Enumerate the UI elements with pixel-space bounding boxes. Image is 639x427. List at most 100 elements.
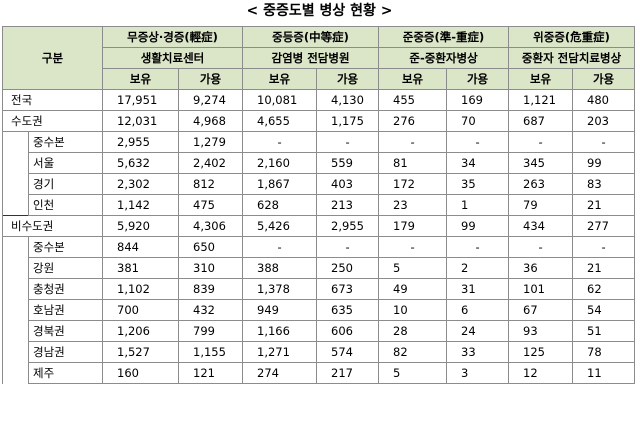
row-indent bbox=[2, 257, 29, 279]
table-cell: 1,142 bbox=[102, 194, 180, 216]
table-cell: 434 bbox=[508, 215, 574, 237]
table-cell: 1,175 bbox=[316, 110, 380, 132]
row-indent bbox=[2, 341, 29, 363]
row-indent bbox=[2, 131, 29, 153]
table-row: 경기 2,302 812 1,867 403 172 35 263 83 bbox=[2, 173, 636, 195]
header-facility-name: 생활치료센터 bbox=[102, 47, 244, 69]
table-cell: 10 bbox=[378, 299, 448, 321]
table-cell: 2 bbox=[446, 257, 510, 279]
table-cell: 81 bbox=[378, 152, 448, 174]
header-facility-name: 중환자 전담치료병상 bbox=[508, 47, 636, 69]
table-row: 비수도권 5,920 4,306 5,426 2,955 179 99 434 277 bbox=[1, 215, 636, 237]
table-cell: 4,655 bbox=[242, 110, 318, 132]
table-cell: - bbox=[572, 236, 636, 258]
table-cell: 388 bbox=[242, 257, 318, 279]
table-cell: - bbox=[508, 131, 574, 153]
table-cell: 33 bbox=[446, 341, 510, 363]
table-cell: 250 bbox=[316, 257, 380, 279]
table-cell: 1,166 bbox=[242, 320, 318, 342]
table-cell: 1 bbox=[446, 194, 510, 216]
table-cell: 4,968 bbox=[178, 110, 244, 132]
table-cell: 10,081 bbox=[242, 89, 318, 111]
table-cell: 2,955 bbox=[316, 215, 380, 237]
table-cell: 172 bbox=[378, 173, 448, 195]
header-avail: 가용 bbox=[178, 68, 244, 90]
table-row: 경북권 1,206 799 1,166 606 28 24 93 51 bbox=[2, 320, 636, 342]
table-cell: 1,155 bbox=[178, 341, 244, 363]
table-row: 중수본 844 650- - - - - - bbox=[2, 236, 636, 258]
table-cell: 67 bbox=[508, 299, 574, 321]
table-body: 전국 17,951 9,274 10,081 4,130 455 169 1,121 480 수도… bbox=[1, 89, 636, 384]
table-cell: 403 bbox=[316, 173, 380, 195]
row-sublabel: 제주 bbox=[27, 362, 104, 384]
row-indent bbox=[2, 236, 29, 258]
table-cell: 213 bbox=[316, 194, 380, 216]
table-cell: - bbox=[446, 236, 510, 258]
table-cell: 23 bbox=[378, 194, 448, 216]
row-label: 전국 bbox=[1, 89, 104, 111]
table-cell: - bbox=[446, 131, 510, 153]
row-sublabel: 서울 bbox=[27, 152, 104, 174]
table-cell: 17,951 bbox=[102, 89, 180, 111]
table-cell: 1,279 bbox=[178, 131, 244, 153]
table-cell: 49 bbox=[378, 278, 448, 300]
header-hold: 보유 bbox=[102, 68, 180, 90]
table-cell: 51 bbox=[572, 320, 636, 342]
header-hold: 보유 bbox=[508, 68, 574, 90]
table-cell: 99 bbox=[572, 152, 636, 174]
table-row: 중수본 2,955 1,279- - - - - - bbox=[2, 131, 636, 153]
table-cell: 1,271 bbox=[242, 341, 318, 363]
table-cell: 93 bbox=[508, 320, 574, 342]
table-cell: 274 bbox=[242, 362, 318, 384]
table-cell: 125 bbox=[508, 341, 574, 363]
table-cell: 2,955 bbox=[102, 131, 180, 153]
table-cell: 6 bbox=[446, 299, 510, 321]
table-cell: 574 bbox=[316, 341, 380, 363]
table-cell: 276 bbox=[378, 110, 448, 132]
table-cell: - bbox=[242, 131, 318, 153]
table-cell: 99 bbox=[446, 215, 510, 237]
header-group-name: 중등증(中等症) bbox=[242, 26, 380, 48]
header-avail: 가용 bbox=[316, 68, 380, 90]
table-cell: 24 bbox=[446, 320, 510, 342]
table-cell: 70 bbox=[446, 110, 510, 132]
header-avail: 가용 bbox=[446, 68, 510, 90]
table-row: 인천 1,142 475 628 213 23 1 79 21 bbox=[2, 194, 636, 216]
table-cell: - bbox=[572, 131, 636, 153]
table-cell: 1,121 bbox=[508, 89, 574, 111]
header-gubun: 구분 bbox=[1, 26, 104, 90]
bed-status-table: 구분 무증상·경증(輕症) 중등증(中等症) 준중증(準-重症) 위중증(危重症) 생활치… bbox=[1, 26, 636, 384]
row-indent bbox=[2, 152, 29, 174]
table-row: 서울 5,632 2,402 2,160 559 81 34 345 99 bbox=[2, 152, 636, 174]
table-row: 충청권 1,102 839 1,378 673 49 31 101 62 bbox=[2, 278, 636, 300]
row-sublabel: 경남권 bbox=[27, 341, 104, 363]
table-cell: 2,302 bbox=[102, 173, 180, 195]
table-cell: 455 bbox=[378, 89, 448, 111]
page-title: < 중증도별 병상 현황 > bbox=[246, 3, 393, 19]
table-row: 강원 381 310 388 250 5 2 36 21 bbox=[2, 257, 636, 279]
row-sublabel: 중수본 bbox=[27, 131, 104, 153]
header-row-groups: 구분 무증상·경증(輕症) 중등증(中等症) 준중증(準-重症) 위중증(危重症) bbox=[1, 26, 636, 90]
table-cell: 1,206 bbox=[102, 320, 180, 342]
table-cell: 628 bbox=[242, 194, 318, 216]
table-cell: 31 bbox=[446, 278, 510, 300]
table-cell: 381 bbox=[102, 257, 180, 279]
row-indent bbox=[2, 320, 29, 342]
table-cell: 12,031 bbox=[102, 110, 180, 132]
table-row: 수도권 12,031 4,968 4,655 1,175 276 70 687 203 bbox=[1, 110, 636, 132]
row-label: 수도권 bbox=[1, 110, 104, 132]
header-group-name: 준중증(準-重症) bbox=[378, 26, 510, 48]
table-cell: 799 bbox=[178, 320, 244, 342]
header-facility-name: 감염병 전담병원 bbox=[242, 47, 380, 69]
table-cell: 35 bbox=[446, 173, 510, 195]
table-cell: 480 bbox=[572, 89, 636, 111]
table-cell: 169 bbox=[446, 89, 510, 111]
table-cell: 5 bbox=[378, 362, 448, 384]
table-cell: - bbox=[316, 236, 380, 258]
table-cell: 11 bbox=[572, 362, 636, 384]
table-cell: 54 bbox=[572, 299, 636, 321]
table-cell: 203 bbox=[572, 110, 636, 132]
table-cell: - bbox=[378, 131, 448, 153]
table-cell: 700 bbox=[102, 299, 180, 321]
table-row: 전국 17,951 9,274 10,081 4,130 455 169 1,121 480 bbox=[1, 89, 636, 111]
